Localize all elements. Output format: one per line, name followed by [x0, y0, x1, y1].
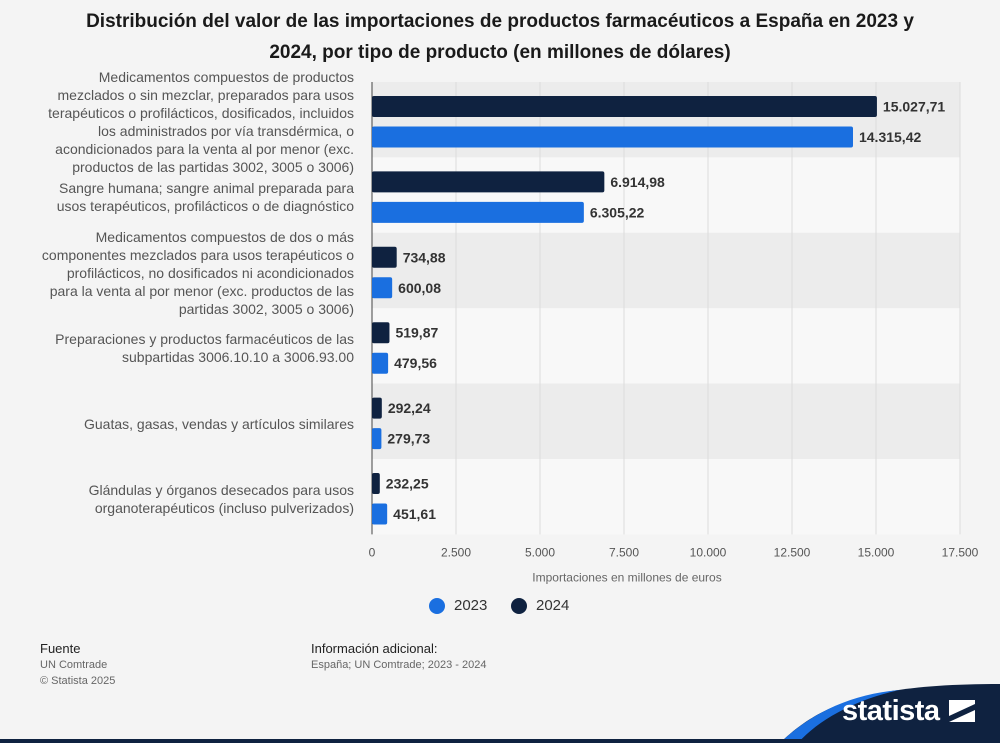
- bar-2023[interactable]: [372, 126, 853, 148]
- x-tick-label: 5.000: [525, 545, 555, 559]
- data-label-2024: 734,88: [403, 249, 446, 265]
- x-tick-label: 7.500: [609, 545, 639, 559]
- category-band: [372, 459, 960, 535]
- data-label-2024: 292,24: [388, 400, 431, 416]
- x-tick-label: 0: [369, 545, 376, 559]
- data-label-2023: 479,56: [394, 355, 437, 371]
- bottom-border: [0, 739, 1000, 743]
- category-band: [372, 383, 960, 459]
- bar-2023[interactable]: [372, 201, 584, 223]
- category-label: Guatas, gasas, vendas y artículos simila…: [83, 415, 354, 432]
- x-tick-label: 17.500: [942, 545, 979, 559]
- x-tick-label: 15.000: [858, 545, 895, 559]
- category-label: Medicamentos compuestos de productos mez…: [48, 69, 354, 175]
- legend-swatch-2023: [429, 597, 445, 614]
- bar-2023[interactable]: [372, 428, 382, 450]
- category-label: Glándulas y órganos desecados para usos …: [88, 482, 354, 516]
- data-label-2024: 15.027,71: [883, 99, 945, 115]
- copyright: © Statista 2025: [40, 675, 116, 687]
- info-heading: Información adicional:: [311, 641, 438, 656]
- data-label-2024: 519,87: [395, 325, 438, 341]
- legend-item-2023[interactable]: 2023: [429, 597, 487, 614]
- bar-2023[interactable]: [372, 277, 393, 299]
- category-label: Sangre humana; sangre animal preparada p…: [56, 180, 354, 215]
- category-band: [372, 308, 960, 384]
- brand-name: statista: [842, 695, 940, 727]
- data-label-2023: 14.315,42: [859, 129, 921, 145]
- legend-label-2024: 2024: [536, 597, 570, 614]
- data-label-2024: 6.914,98: [610, 174, 665, 190]
- brand-wave: [780, 684, 1000, 743]
- bar-2024[interactable]: [372, 322, 390, 344]
- bar-2024[interactable]: [372, 397, 382, 419]
- info-text: España; UN Comtrade; 2023 - 2024: [311, 659, 487, 671]
- source-block: Fuente UN Comtrade © Statista 2025: [40, 641, 115, 689]
- bar-2024[interactable]: [372, 473, 380, 494]
- category-label: Medicamentos compuestos de dos o más com…: [41, 228, 354, 317]
- statista-logo[interactable]: statista: [842, 695, 976, 728]
- data-label-2023: 279,73: [387, 431, 430, 447]
- legend-swatch-2024: [511, 597, 527, 614]
- category-label: Preparaciones y productos farmacéuticos …: [55, 331, 354, 366]
- source-link[interactable]: UN Comtrade: [40, 659, 108, 671]
- bar-2023[interactable]: [372, 503, 388, 525]
- bar-2024[interactable]: [372, 96, 877, 117]
- legend-label-2023: 2023: [454, 597, 488, 614]
- bar-2023[interactable]: [372, 352, 389, 374]
- statista-logo-icon: [949, 700, 976, 722]
- data-label-2023: 600,08: [398, 280, 441, 296]
- bar-2024[interactable]: [372, 171, 605, 193]
- x-tick-label: 10.000: [690, 545, 727, 559]
- legend-item-2024[interactable]: 2024: [511, 597, 569, 614]
- bar-2024[interactable]: [372, 246, 397, 268]
- bar-chart: 15.027,71 14.315,42 6.914,98 6.305,22 734,88…: [369, 82, 979, 584]
- info-block: Información adicional: España; UN Comtra…: [311, 641, 487, 673]
- x-tick-label: 2.500: [441, 545, 471, 559]
- data-label-2024: 232,25: [386, 476, 429, 492]
- data-label-2023: 451,61: [393, 506, 436, 522]
- source-heading: Fuente: [40, 641, 81, 656]
- legend: 2023 2024: [0, 597, 1000, 619]
- x-tick-label: 12.500: [774, 545, 811, 559]
- chart-title: Distribución del valor de las importacio…: [86, 11, 914, 63]
- category-band: [372, 232, 960, 309]
- data-label-2023: 6.305,22: [590, 204, 645, 220]
- x-axis-title: Importaciones en millones de euros: [532, 570, 721, 584]
